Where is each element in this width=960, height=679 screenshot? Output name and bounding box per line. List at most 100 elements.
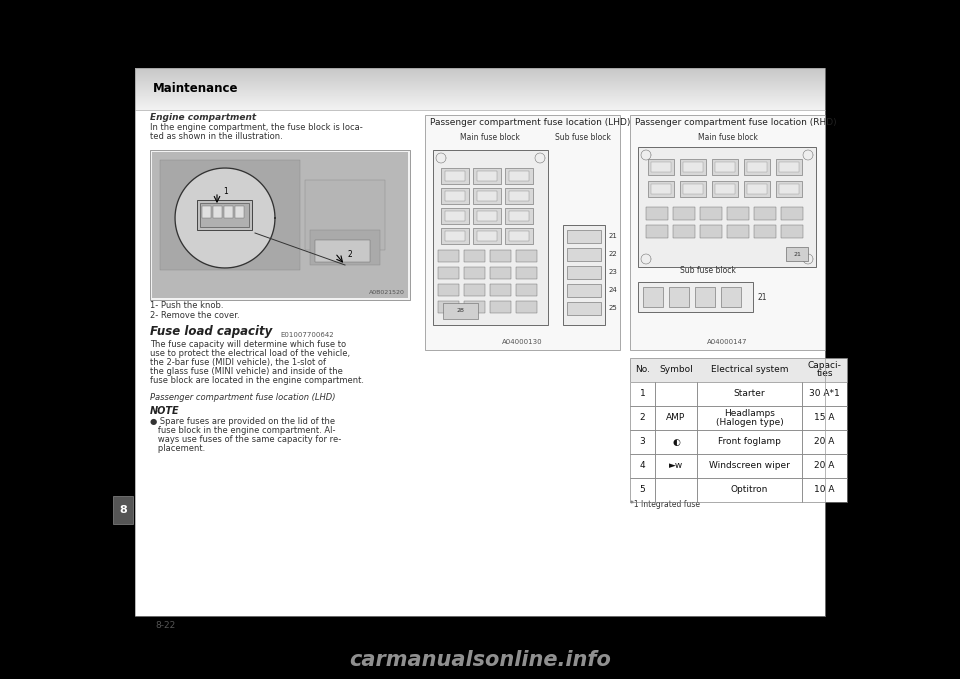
Text: Passenger compartment fuse location (RHD): Passenger compartment fuse location (RHD… [635,118,836,127]
Bar [712,159,738,175]
Bar [433,150,548,325]
Text: 8: 8 [119,505,127,515]
Text: Symbol: Symbol [660,365,693,375]
Bar [697,382,802,406]
Text: 2: 2 [639,414,645,422]
Text: 28: 28 [456,308,464,314]
Text: ted as shown in the illustration.: ted as shown in the illustration. [150,132,283,141]
Bar [655,382,697,406]
Text: 2- Remove the cover.: 2- Remove the cover. [150,311,240,320]
Bar [630,115,825,350]
Bar [567,284,601,297]
Bar [673,225,695,238]
Text: 21: 21 [758,293,767,301]
Bar [152,152,408,298]
Bar [630,454,655,478]
Bar [135,68,825,616]
Bar [715,162,735,172]
Bar [673,207,695,220]
Bar [477,211,497,221]
Bar [477,171,497,181]
Text: No.: No. [635,365,650,375]
Bar [310,230,380,265]
Text: 3: 3 [639,437,645,447]
Text: fuse block in the engine compartment. Al-: fuse block in the engine compartment. Al… [150,426,335,435]
Bar [135,68,825,616]
Bar [727,207,749,220]
Bar [464,284,485,296]
Text: 15 A: 15 A [814,414,835,422]
Bar [700,225,722,238]
Bar [779,184,799,194]
Bar [643,287,663,307]
Bar [630,430,655,454]
Text: Headlamps: Headlamps [724,409,775,418]
Polygon shape [175,168,275,268]
Bar [695,287,715,307]
Bar [490,267,511,279]
Bar [464,250,485,262]
Bar [505,208,533,224]
Text: A04000130: A04000130 [502,339,542,345]
Bar [490,250,511,262]
Bar [802,430,847,454]
Bar [235,206,244,218]
Bar [315,240,370,262]
Bar [648,181,674,197]
Bar [630,478,847,502]
Text: ● Spare fuses are provided on the lid of the: ● Spare fuses are provided on the lid of… [150,417,335,426]
Text: fuse block are located in the engine compartment.: fuse block are located in the engine com… [150,376,364,385]
Bar [781,225,803,238]
Bar [680,181,706,197]
Text: ►w: ►w [669,462,684,471]
Bar [630,382,655,406]
Bar [113,496,133,524]
Bar [464,301,485,313]
Bar [438,301,459,313]
Bar [638,282,753,312]
Bar [802,454,847,478]
Bar [747,184,767,194]
Bar [651,184,671,194]
Bar [305,180,385,250]
Bar [197,200,252,230]
Bar [630,478,655,502]
Bar [509,191,529,201]
Bar [443,303,478,319]
Bar [505,168,533,184]
Text: *1 Integrated fuse: *1 Integrated fuse [630,500,700,509]
Bar [441,208,469,224]
Bar [213,206,222,218]
Text: The fuse capacity will determine which fuse to: The fuse capacity will determine which f… [150,340,347,349]
Bar [744,181,770,197]
Text: Passenger compartment fuse location (LHD): Passenger compartment fuse location (LHD… [150,393,335,402]
Text: Main fuse block: Main fuse block [698,133,757,142]
Text: Maintenance: Maintenance [153,83,238,96]
Text: 22: 22 [609,251,617,257]
Bar [630,358,847,382]
Bar [655,454,697,478]
Bar [744,159,770,175]
Bar [754,225,776,238]
Bar [669,287,689,307]
Text: 5: 5 [639,485,645,494]
Bar [490,301,511,313]
Bar [712,181,738,197]
Bar [781,207,803,220]
Bar [786,247,808,261]
Bar [509,211,529,221]
Bar [441,168,469,184]
Text: AMP: AMP [666,414,685,422]
Bar [490,284,511,296]
Bar [655,478,697,502]
Bar [441,188,469,204]
Bar [473,188,501,204]
Text: Electrical system: Electrical system [710,365,788,375]
Text: Engine compartment: Engine compartment [150,113,256,122]
Bar [715,184,735,194]
Bar [477,191,497,201]
Bar [202,206,211,218]
Text: 2: 2 [347,250,351,259]
Text: 1: 1 [639,390,645,399]
Bar [438,250,459,262]
